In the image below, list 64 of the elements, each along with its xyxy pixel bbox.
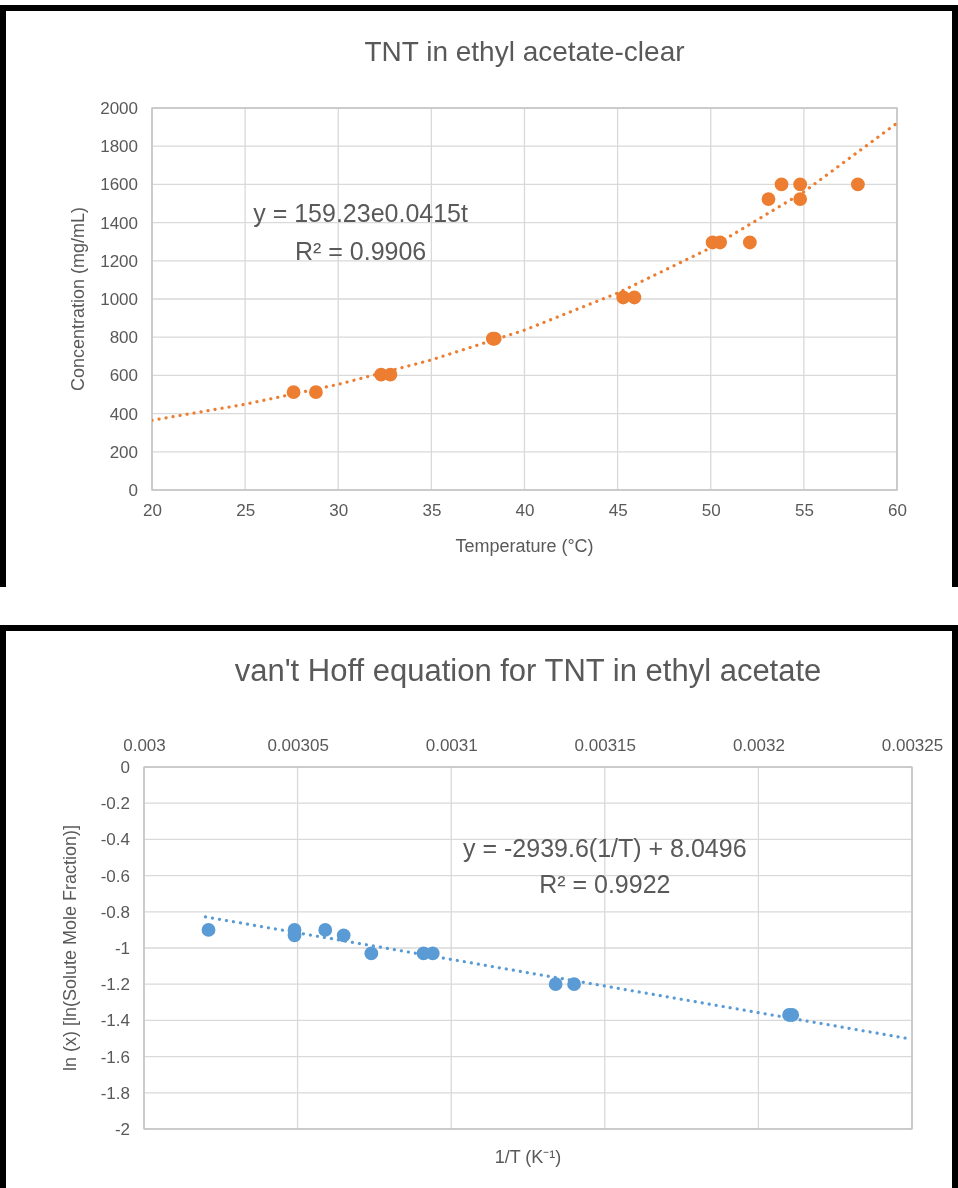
point (627, 290, 642, 305)
x-tick-label: 40 (515, 501, 535, 521)
chart-title: TNT in ethyl acetate-clear (364, 36, 685, 67)
point (774, 177, 789, 192)
y-tick-label: -0.6 (100, 866, 130, 886)
x-tick-label: 25 (236, 501, 256, 521)
x-tick-label: 0.0032 (732, 736, 785, 755)
x-tick-label: 35 (422, 501, 442, 521)
point (793, 192, 808, 206)
y-tick-label: 0 (120, 757, 130, 777)
point (383, 367, 398, 382)
y-tick-label: -1 (114, 938, 130, 958)
y-axis-title: ln (x) [ln(Solute Mole Fraction)] (60, 824, 80, 1072)
y-tick-label: 600 (109, 366, 138, 386)
y-tick-label: -1.4 (100, 1011, 130, 1031)
point (364, 946, 379, 961)
x-tick-label: 45 (608, 501, 628, 521)
annotation: R² = 0.9906 (294, 236, 427, 265)
x-tick-label: 0.00315 (574, 736, 637, 755)
y-tick-label: 1600 (100, 175, 138, 195)
x-tick-label: 55 (794, 501, 814, 521)
y-tick-label: 800 (109, 328, 138, 348)
point (308, 385, 323, 400)
y-axis-title: Concentration (mg/mL) (68, 206, 88, 392)
x-tick-label: 0.0031 (425, 736, 478, 755)
point (761, 192, 776, 206)
y-tick-label: 1200 (100, 251, 138, 271)
y-tick-label: 0 (128, 480, 138, 500)
point (742, 235, 757, 250)
point (201, 923, 216, 937)
point (567, 977, 581, 992)
y-tick-label: 2000 (100, 98, 138, 118)
x-tick-label: 50 (701, 501, 721, 521)
annotation: y = -2939.6(1/T) + 8.0496 (463, 833, 747, 862)
annotation: R² = 0.9922 (539, 870, 671, 899)
y-tick-label: -0.2 (100, 794, 130, 814)
y-tick-label: -0.4 (100, 830, 130, 850)
x-axis-title: 1/T (K⁻¹) (494, 1147, 562, 1167)
point (336, 928, 351, 943)
x-tick-label: 20 (143, 501, 162, 521)
point (793, 177, 808, 192)
point (548, 977, 563, 992)
x-tick-label: 0.00325 (881, 736, 944, 755)
y-tick-label: 400 (109, 404, 138, 424)
y-tick-label: 1800 (100, 137, 138, 157)
chart-title: van't Hoff equation for TNT in ethyl acetate (234, 653, 822, 688)
x-tick-label: 60 (888, 501, 907, 521)
point (286, 385, 301, 400)
x-axis-title: Temperature (°C) (455, 536, 594, 556)
y-tick-label: -0.8 (100, 902, 130, 922)
point (850, 177, 865, 192)
y-tick-label: 1000 (100, 289, 138, 309)
annotation: y = 159.23e0.0415t (253, 198, 469, 227)
point (318, 923, 333, 937)
line-series (152, 121, 897, 422)
y-tick-label: 1400 (100, 213, 138, 233)
y-tick-label: -1.6 (100, 1047, 130, 1067)
x-tick-label: 0.00305 (267, 736, 329, 755)
y-tick-label: 200 (109, 442, 138, 462)
x-tick-label: 0.003 (123, 736, 166, 755)
y-tick-label: -2 (114, 1119, 130, 1139)
y-tick-label: -1.8 (100, 1083, 130, 1103)
x-tick-label: 30 (329, 501, 349, 521)
y-tick-label: -1.2 (100, 975, 130, 995)
